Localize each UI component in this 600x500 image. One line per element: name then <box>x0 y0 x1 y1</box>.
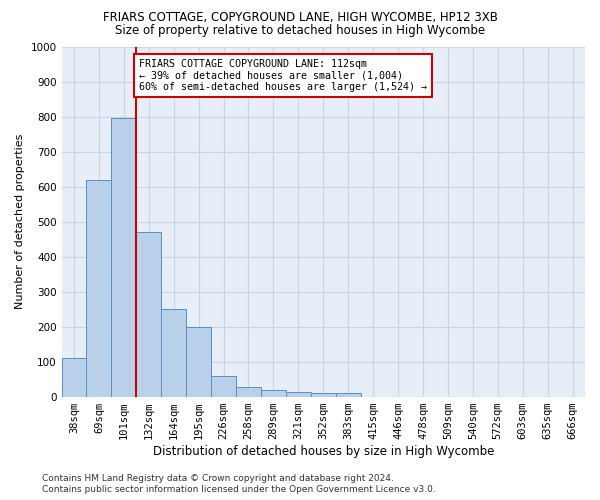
Bar <box>336 394 361 396</box>
Bar <box>86 180 112 396</box>
Bar <box>186 326 211 396</box>
Bar <box>112 118 136 396</box>
Text: Contains HM Land Registry data © Crown copyright and database right 2024.
Contai: Contains HM Land Registry data © Crown c… <box>42 474 436 494</box>
X-axis label: Distribution of detached houses by size in High Wycombe: Distribution of detached houses by size … <box>152 444 494 458</box>
Bar <box>236 387 261 396</box>
Bar <box>161 309 186 396</box>
Bar <box>211 376 236 396</box>
Text: FRIARS COTTAGE, COPYGROUND LANE, HIGH WYCOMBE, HP12 3XB: FRIARS COTTAGE, COPYGROUND LANE, HIGH WY… <box>103 12 497 24</box>
Bar <box>261 390 286 396</box>
Text: Size of property relative to detached houses in High Wycombe: Size of property relative to detached ho… <box>115 24 485 37</box>
Text: FRIARS COTTAGE COPYGROUND LANE: 112sqm
← 39% of detached houses are smaller (1,0: FRIARS COTTAGE COPYGROUND LANE: 112sqm ←… <box>139 59 427 92</box>
Y-axis label: Number of detached properties: Number of detached properties <box>15 134 25 309</box>
Bar <box>136 232 161 396</box>
Bar <box>286 392 311 396</box>
Bar <box>311 393 336 396</box>
Bar <box>62 358 86 397</box>
